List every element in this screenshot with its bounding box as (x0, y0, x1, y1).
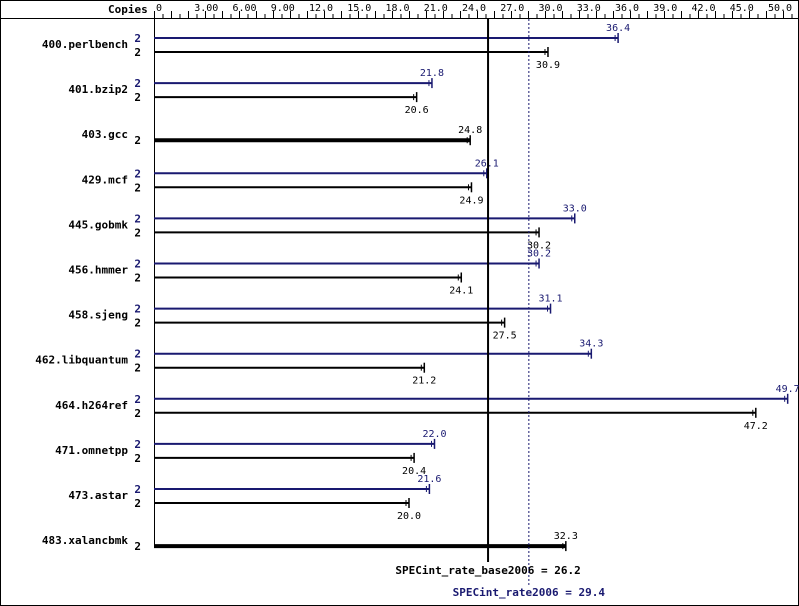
benchmark-row: 456.hmmer 2 30.2 2 24.1 (68, 249, 551, 297)
base-copies-label: 2 (134, 317, 141, 330)
x-tick-label: 33.0 (577, 3, 601, 14)
base-value-label: 24.1 (449, 286, 473, 297)
benchmark-row: 403.gcc 2 24.8 (82, 125, 483, 147)
base-copies-label: 2 (134, 452, 141, 465)
base-value-label: 24.8 (458, 125, 482, 136)
peak-copies-label: 2 (134, 348, 141, 361)
benchmark-name: 429.mcf (82, 173, 128, 186)
peak-value-label: 31.1 (538, 294, 562, 305)
benchmark-name: 473.astar (68, 489, 128, 502)
base-copies-label: 2 (134, 407, 141, 420)
benchmark-row: 429.mcf 2 26.1 2 24.9 (82, 158, 499, 206)
benchmark-name: 464.h264ref (55, 399, 128, 412)
benchmark-name: 445.gobmk (68, 218, 128, 231)
peak-value-label: 22.0 (422, 429, 446, 440)
benchmark-name: 483.xalancbmk (42, 534, 128, 547)
peak-value-label: 26.1 (475, 158, 499, 169)
benchmark-row: 464.h264ref 2 49.7 2 47.2 (55, 384, 799, 432)
base-copies-label: 2 (134, 181, 141, 194)
peak-value-label: 30.2 (527, 249, 551, 260)
benchmark-row: 473.astar 2 21.6 2 20.0 (68, 474, 441, 522)
peak-copies-label: 2 (134, 167, 141, 180)
peak-value-label: 34.3 (579, 339, 603, 350)
base-copies-label: 2 (134, 497, 141, 510)
peak-copies-label: 2 (134, 483, 141, 496)
peak-copies-label: 2 (134, 258, 141, 271)
x-tick-label: 15.0 (347, 3, 371, 14)
benchmark-name: 456.hmmer (68, 264, 128, 277)
benchmark-row: 458.sjeng 2 31.1 2 27.5 (68, 294, 562, 342)
peak-copies-label: 2 (134, 77, 141, 90)
base-value-label: 20.6 (405, 105, 429, 116)
base-value-label: 24.9 (459, 195, 483, 206)
base-copies-label: 2 (134, 226, 141, 239)
x-tick-label: 36.0 (615, 3, 639, 14)
benchmark-row: 483.xalancbmk 2 32.3 (42, 531, 578, 553)
copies-header: Copies (108, 3, 148, 16)
base-copies-label: 2 (134, 134, 141, 147)
benchmark-name: 471.omnetpp (55, 444, 128, 457)
x-tick-label: 39.0 (653, 3, 677, 14)
base-value-label: 47.2 (744, 421, 768, 432)
benchmark-rows: 400.perlbench 2 36.4 2 30.9 401.bzip2 2 21.8 2 20… (35, 23, 799, 553)
peak-value-label: 49.7 (776, 384, 799, 395)
peak-copies-label: 2 (134, 212, 141, 225)
reference-lines: SPECint_rate_base2006 = 26.2 SPECint_rate… (395, 19, 605, 599)
base-value-label: 30.9 (536, 60, 560, 71)
x-tick-label: 45.0 (730, 3, 754, 14)
peak-reference-label: SPECint_rate2006 = 29.4 (453, 586, 606, 599)
base-copies-label: 2 (134, 540, 141, 553)
benchmark-row: 445.gobmk 2 33.0 2 30.2 (68, 203, 586, 251)
x-tick-label: 21.0 (424, 3, 448, 14)
peak-copies-label: 2 (134, 438, 141, 451)
base-reference-label: SPECint_rate_base2006 = 26.2 (395, 564, 580, 577)
x-axis: 0 3.00 6.00 9.00 12.0 15.0 18.0 21.0 24.0 27.0 30.… (154, 3, 793, 548)
base-copies-label: 2 (134, 362, 141, 375)
x-tick-label: 6.00 (233, 3, 257, 14)
x-tick-label: 0 (156, 3, 162, 14)
x-tick-label: 27.0 (500, 3, 524, 14)
peak-value-label: 21.8 (420, 68, 444, 79)
base-copies-label: 2 (134, 91, 141, 104)
x-tick-label: 18.0 (386, 3, 410, 14)
x-tick-label: 42.0 (692, 3, 716, 14)
base-copies-label: 2 (134, 46, 141, 59)
peak-copies-label: 2 (134, 393, 141, 406)
peak-value-label: 33.0 (563, 203, 587, 214)
peak-copies-label: 2 (134, 32, 141, 45)
x-tick-label: 30.0 (539, 3, 563, 14)
benchmark-row: 400.perlbench 2 36.4 2 30.9 (42, 23, 630, 71)
base-value-label: 27.5 (493, 331, 517, 342)
base-value-label: 20.0 (397, 511, 421, 522)
benchmark-name: 458.sjeng (68, 309, 128, 322)
benchmark-name: 400.perlbench (42, 38, 128, 51)
peak-value-label: 36.4 (606, 23, 630, 34)
base-value-label: 21.2 (412, 376, 436, 387)
benchmark-row: 401.bzip2 2 21.8 2 20.6 (68, 68, 444, 116)
base-value-label: 30.2 (527, 240, 551, 251)
peak-copies-label: 2 (134, 303, 141, 316)
benchmark-name: 462.libquantum (35, 354, 128, 367)
benchmark-row: 471.omnetpp 2 22.0 2 20.4 (55, 429, 446, 477)
x-tick-label: 50.0 (768, 3, 792, 14)
benchmark-name: 401.bzip2 (68, 83, 128, 96)
x-tick-label: 9.00 (271, 3, 295, 14)
benchmark-row: 462.libquantum 2 34.3 2 21.2 (35, 339, 603, 387)
peak-value-label: 21.6 (417, 474, 441, 485)
x-tick-label: 3.00 (194, 3, 218, 14)
x-tick-label: 12.0 (309, 3, 333, 14)
benchmark-name: 403.gcc (82, 128, 128, 141)
base-value-label: 20.4 (402, 466, 426, 477)
x-tick-label: 24.0 (462, 3, 486, 14)
base-copies-label: 2 (134, 272, 141, 285)
base-value-label: 32.3 (554, 531, 578, 542)
